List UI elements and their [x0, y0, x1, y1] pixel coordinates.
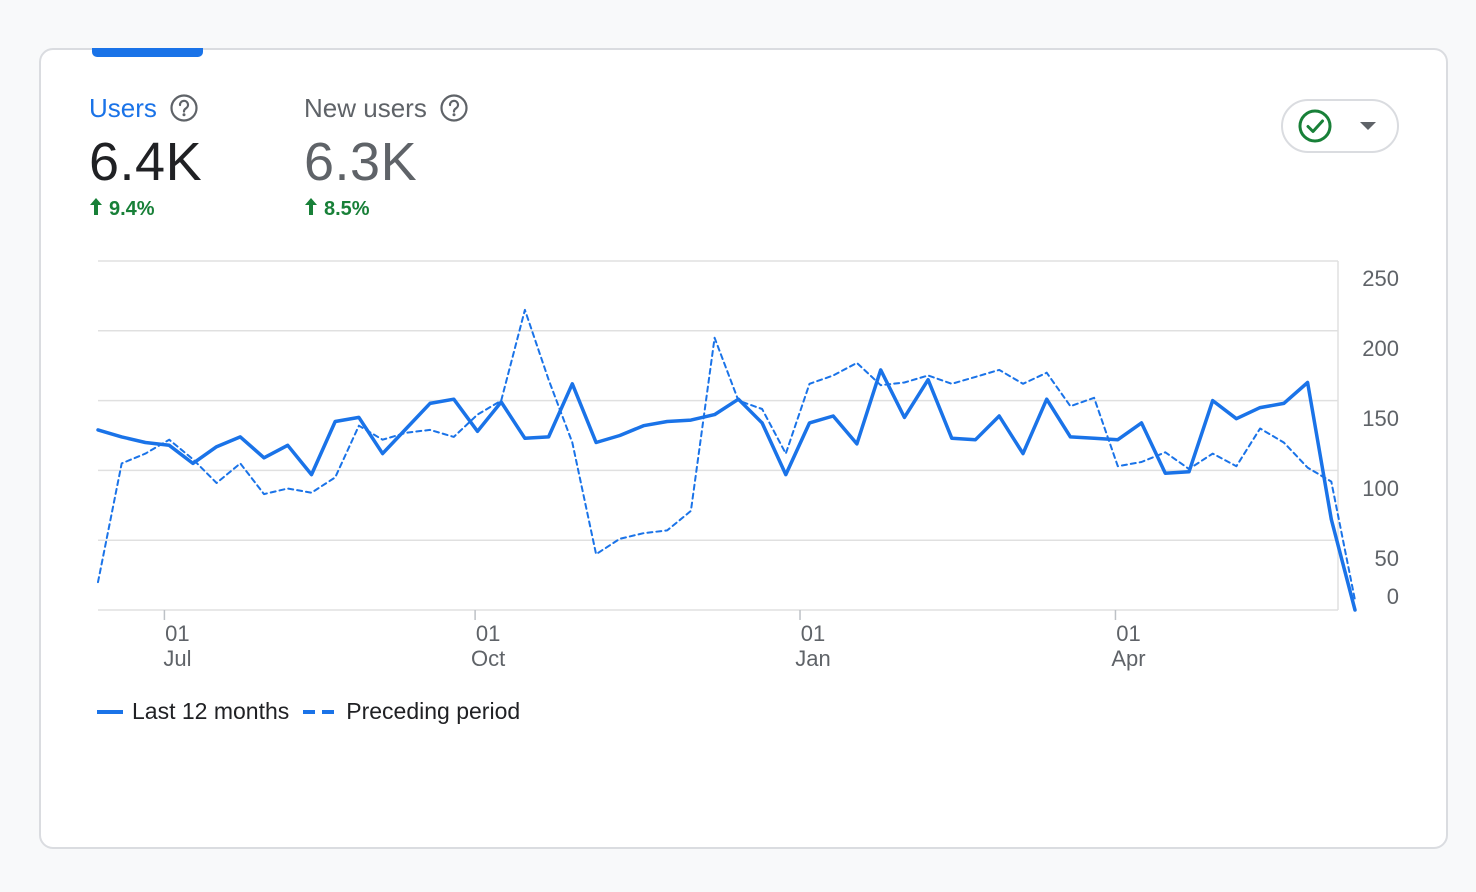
metric-change-value: 8.5%: [324, 197, 370, 220]
solid-line-swatch: [97, 709, 123, 715]
legend-item-preceding-period[interactable]: Preceding period: [303, 698, 520, 725]
metric-change: 8.5%: [304, 196, 469, 222]
caret-down-icon: [1359, 121, 1377, 131]
series-line-preceding-period: [97, 308, 1356, 602]
y-tick-label: 50: [1375, 546, 1399, 571]
help-circle-icon[interactable]: [439, 93, 469, 123]
dashed-line-swatch: [303, 709, 338, 715]
legend-label: Last 12 months: [132, 698, 290, 724]
y-tick-label: 150: [1362, 406, 1399, 431]
x-tick-month: Oct: [471, 646, 505, 671]
metric-tab-new-users[interactable]: New users 6.3K 8.5%: [304, 92, 469, 222]
metric-label: Users: [89, 92, 157, 123]
metric-label-row: New users: [304, 92, 469, 124]
metric-label: New users: [304, 92, 427, 123]
legend-item-last-12-months[interactable]: Last 12 months: [97, 698, 289, 725]
metric-change-value: 9.4%: [109, 197, 155, 220]
metric-value: 6.4K: [89, 132, 203, 192]
metric-tab-users[interactable]: Users 6.4K 9.4%: [89, 92, 202, 222]
x-tick-month: Jan: [795, 646, 830, 671]
y-tick-label: 200: [1362, 336, 1399, 361]
check-circle-icon: [1297, 108, 1333, 144]
x-tick-month: Apr: [1111, 646, 1145, 671]
x-tick-day: 01: [1116, 621, 1140, 646]
users-overview-card: [39, 48, 1448, 849]
y-tick-label: 100: [1362, 476, 1399, 501]
x-tick-day: 01: [801, 621, 825, 646]
metric-value: 6.3K: [304, 132, 418, 192]
chart-legend: Last 12 months Preceding period: [97, 698, 534, 725]
arrow-up-icon: [304, 196, 318, 222]
y-tick-label: 250: [1362, 266, 1399, 291]
legend-label: Preceding period: [346, 698, 521, 724]
x-tick-day: 01: [476, 621, 500, 646]
help-circle-icon[interactable]: [169, 93, 199, 123]
y-tick-label: 0: [1387, 584, 1399, 609]
metric-change: 9.4%: [89, 196, 202, 222]
arrow-up-icon: [89, 196, 103, 222]
x-tick-day: 01: [165, 621, 189, 646]
x-tick-month: Jul: [163, 646, 191, 671]
metric-label-row: Users: [89, 92, 202, 124]
series-line-last-12-months: [96, 368, 1357, 612]
comparison-status-dropdown[interactable]: [1281, 99, 1399, 153]
active-tab-indicator: [92, 48, 203, 57]
